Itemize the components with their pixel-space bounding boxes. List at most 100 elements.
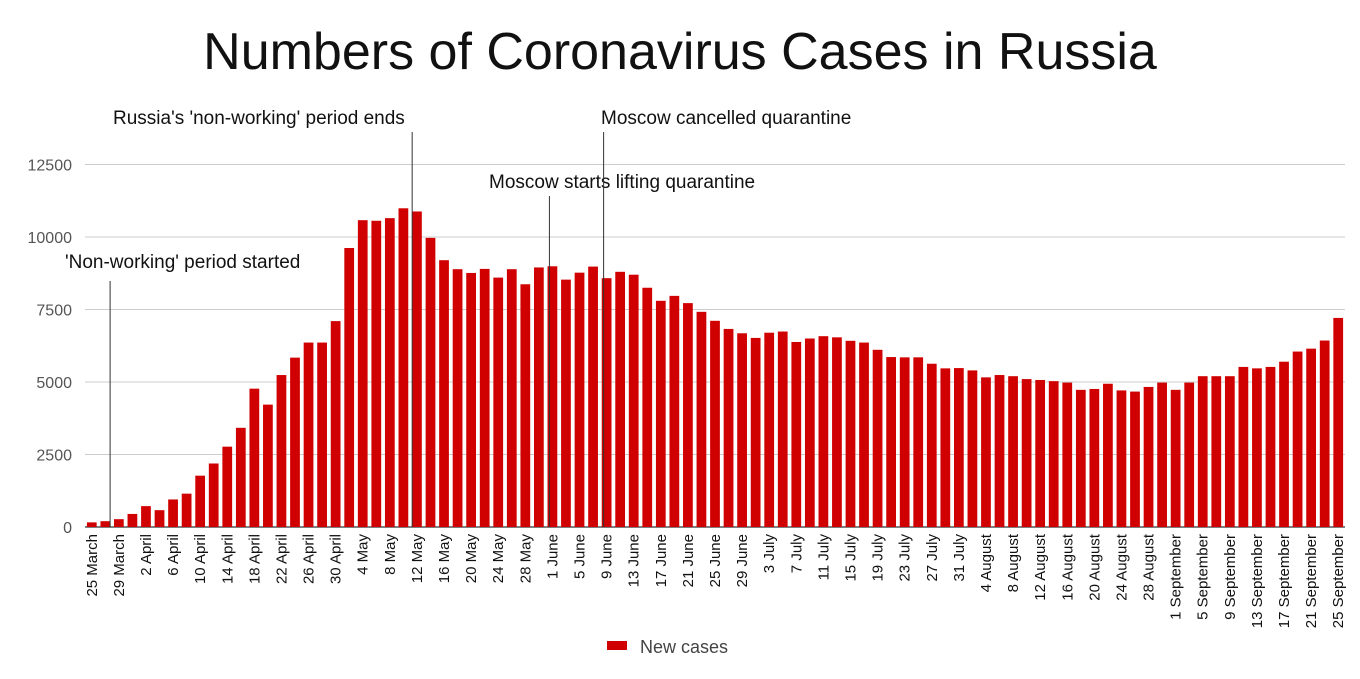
bar: [1333, 317, 1344, 527]
bar: [439, 260, 449, 527]
y-tick-label: 5000: [36, 375, 72, 392]
bar: [1035, 379, 1046, 527]
x-axis: 25 March 29 March 2 April 6 April 10 April 14…: [84, 533, 1347, 628]
bar: [1292, 351, 1303, 527]
bar: [317, 342, 327, 527]
chart-title: Numbers of Coronavirus Cases in Russia: [203, 23, 1157, 81]
bar: [208, 463, 219, 527]
x-tick-label: 19 July: [870, 534, 887, 582]
bar: [886, 357, 896, 527]
x-tick-label: 28 August: [1141, 533, 1158, 601]
bar: [1252, 368, 1262, 527]
bar: [832, 337, 842, 527]
bar: [1306, 348, 1316, 527]
bar: [1184, 382, 1195, 527]
x-tick-label: 20 May: [463, 534, 480, 584]
bar: [1319, 340, 1330, 527]
bar: [561, 279, 571, 527]
x-tick-label: 1 September: [1168, 534, 1185, 620]
bar: [506, 269, 517, 527]
bar: [642, 287, 653, 527]
bar: [303, 342, 314, 527]
x-tick-label: 6 April: [165, 534, 182, 576]
y-tick-label: 12500: [28, 158, 73, 175]
x-tick-label: 14 April: [219, 534, 236, 584]
bar: [1075, 389, 1086, 527]
bar: [290, 357, 300, 527]
x-tick-label: 12 May: [409, 534, 426, 584]
x-tick-label: 21 June: [680, 534, 697, 587]
bar: [1103, 383, 1113, 527]
x-tick-label: 24 May: [490, 534, 507, 584]
annotation-label: Russia's 'non-working' period ends: [113, 108, 405, 129]
y-tick-label: 10000: [28, 230, 73, 247]
bar: [967, 370, 978, 527]
bar: [141, 506, 151, 527]
bar: [547, 266, 558, 527]
bar: [533, 267, 544, 527]
bar: [452, 269, 463, 527]
bar: [425, 237, 436, 527]
bar: [1238, 366, 1249, 527]
bar: [100, 521, 111, 527]
bar: [818, 336, 829, 527]
x-tick-label: 17 June: [653, 534, 670, 587]
bar: [804, 338, 815, 527]
x-tick-label: 25 September: [1330, 534, 1347, 628]
x-tick-label: 8 August: [1005, 533, 1022, 592]
bar: [479, 268, 490, 527]
x-tick-label: 7 July: [788, 534, 805, 574]
x-tick-label: 28 May: [517, 534, 534, 584]
x-tick-label: 23 July: [897, 534, 914, 582]
x-tick-label: 26 April: [301, 534, 318, 584]
legend: New cases: [607, 637, 728, 657]
bar: [723, 328, 734, 527]
annotation-label: Moscow starts lifting quarantine: [489, 172, 755, 193]
bar: [750, 337, 761, 527]
bar: [384, 218, 395, 527]
x-tick-label: 24 August: [1113, 533, 1130, 601]
bar: [1143, 386, 1154, 527]
x-tick-label: 30 April: [328, 534, 345, 584]
bar: [710, 320, 720, 527]
bar: [628, 274, 639, 527]
bar: [249, 388, 260, 527]
bar: [1157, 382, 1167, 527]
legend-label: New cases: [640, 637, 728, 657]
x-tick-label: 9 June: [599, 534, 616, 579]
bar: [493, 277, 504, 527]
bar: [953, 368, 964, 527]
x-tick-label: 15 July: [842, 534, 859, 582]
bar: [574, 272, 585, 527]
bar: [859, 342, 869, 527]
bar: [981, 377, 991, 527]
x-tick-label: 27 July: [924, 534, 941, 582]
bar: [1197, 376, 1208, 527]
bar: [683, 303, 693, 527]
bar: [357, 220, 368, 527]
x-tick-label: 31 July: [951, 534, 968, 582]
x-tick-label: 13 June: [626, 534, 643, 587]
bar: [154, 510, 165, 527]
bar: [466, 272, 476, 527]
bar: [371, 220, 382, 527]
bar: [615, 271, 626, 527]
x-tick-label: 17 September: [1276, 534, 1293, 628]
bar: [913, 357, 924, 527]
bar: [1224, 376, 1235, 527]
x-tick-label: 5 June: [572, 534, 589, 579]
y-tick-label: 0: [63, 520, 72, 537]
bar: [588, 266, 598, 527]
bar: [1130, 391, 1140, 527]
bar: [737, 333, 747, 527]
bar: [263, 404, 273, 527]
bar: [926, 363, 937, 527]
x-tick-label: 25 June: [707, 534, 724, 587]
bar: [1116, 390, 1127, 527]
bars: [86, 208, 1344, 528]
x-tick-label: 4 May: [355, 534, 372, 575]
x-tick-label: 4 August: [978, 533, 995, 592]
bar: [1089, 388, 1100, 527]
bar: [276, 375, 287, 527]
